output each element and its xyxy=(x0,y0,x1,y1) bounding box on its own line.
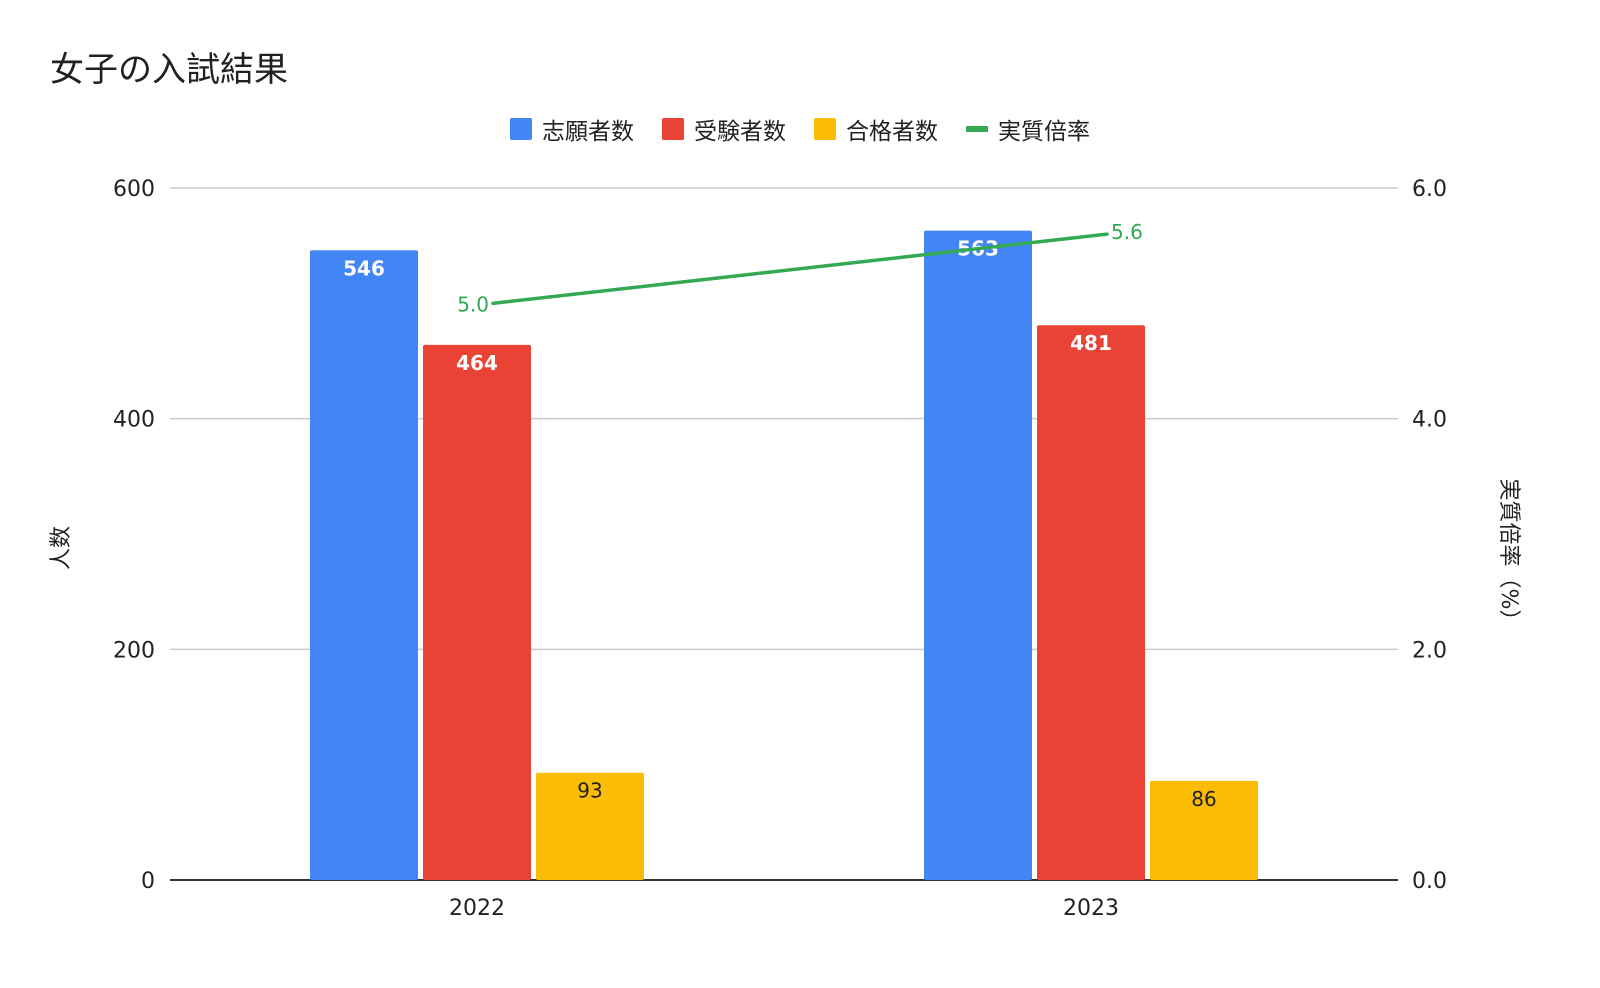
bar xyxy=(924,230,1032,880)
legend-item-applicants[interactable]: 志願者数 xyxy=(510,112,634,146)
legend-item-examinees[interactable]: 受験者数 xyxy=(662,112,786,146)
legend-label-examinees: 受験者数 xyxy=(694,119,786,145)
legend: 志願者数 受験者数 合格者数 実質倍率 xyxy=(0,112,1600,146)
chart-title: 女子の入試結果 xyxy=(50,50,288,90)
x-tick-label: 2022 xyxy=(449,896,505,921)
line-data-label: 5.6 xyxy=(1111,220,1143,244)
legend-swatch-examinees xyxy=(662,118,684,140)
legend-swatch-applicants xyxy=(510,118,532,140)
legend-label-ratio: 実質倍率 xyxy=(998,119,1090,145)
bar xyxy=(1037,325,1145,880)
bar-data-label: 93 xyxy=(577,779,602,803)
bar-data-label: 546 xyxy=(343,256,385,280)
legend-item-ratio[interactable]: 実質倍率 xyxy=(966,112,1090,146)
line-data-label: 5.0 xyxy=(457,292,489,316)
y2-tick-label: 6.0 xyxy=(1412,177,1447,202)
bar xyxy=(423,344,531,880)
bar xyxy=(1150,780,1258,880)
y-tick-label: 0 xyxy=(141,869,155,894)
bar xyxy=(310,250,418,880)
y-axis-title: 人数 xyxy=(49,526,74,570)
legend-item-passers[interactable]: 合格者数 xyxy=(814,112,938,146)
bar xyxy=(536,772,644,880)
bar-data-label: 481 xyxy=(1070,331,1112,355)
y2-axis-title: 実質倍率（%） xyxy=(1496,479,1521,632)
legend-swatch-passers xyxy=(814,118,836,140)
legend-label-passers: 合格者数 xyxy=(846,119,938,145)
bar-data-label: 86 xyxy=(1191,787,1216,811)
y-tick-label: 600 xyxy=(113,177,155,202)
y2-tick-label: 2.0 xyxy=(1412,638,1447,663)
y-tick-label: 400 xyxy=(113,408,155,433)
legend-swatch-ratio xyxy=(966,126,988,132)
x-tick-label: 2023 xyxy=(1063,896,1119,921)
bar-data-label: 464 xyxy=(456,351,498,375)
legend-label-applicants: 志願者数 xyxy=(542,119,634,145)
y2-tick-label: 4.0 xyxy=(1412,408,1447,433)
y2-tick-label: 0.0 xyxy=(1412,869,1447,894)
y-tick-label: 200 xyxy=(113,638,155,663)
ratio-line xyxy=(491,232,1109,306)
